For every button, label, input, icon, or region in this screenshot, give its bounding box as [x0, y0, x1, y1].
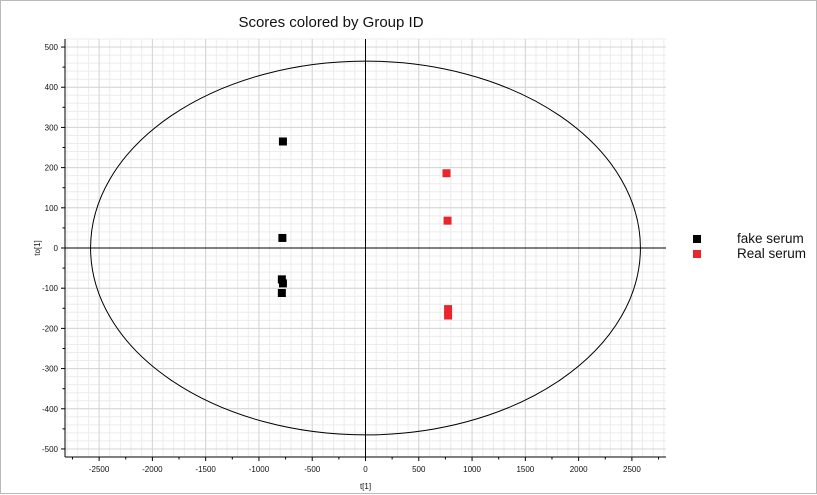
legend-label: fake serum	[737, 231, 804, 246]
data-point-fake-serum	[278, 233, 287, 242]
data-point-fake-serum	[277, 289, 286, 298]
data-point-fake-serum	[278, 279, 287, 288]
legend-marker	[693, 235, 701, 243]
y-tick-label: -400	[42, 405, 59, 414]
x-tick-label: 500	[412, 465, 426, 474]
x-tick-label: 2500	[623, 465, 641, 474]
x-tick-label: 2000	[570, 465, 588, 474]
x-tick-label: -1000	[249, 465, 270, 474]
y-tick-label: -100	[42, 284, 59, 293]
y-tick-label: 300	[45, 123, 59, 132]
y-tick-label: 200	[45, 164, 59, 173]
y-tick-label: -500	[42, 445, 59, 454]
x-tick-label: -2500	[89, 465, 110, 474]
y-tick-label: 500	[45, 43, 59, 52]
data-point-real-serum	[444, 305, 453, 314]
legend-label: Real serum	[737, 246, 806, 261]
y-tick-label: -300	[42, 365, 59, 374]
data-point-real-serum	[442, 169, 451, 178]
data-point-real-serum	[443, 216, 452, 225]
x-tick-label: -500	[304, 465, 321, 474]
data-point-fake-serum	[277, 275, 286, 284]
data-point-fake-serum	[278, 137, 287, 146]
y-tick-label: -200	[42, 324, 59, 333]
y-axis-label: to[1]	[33, 240, 42, 256]
x-tick-label: -2000	[142, 465, 163, 474]
y-tick-label: 100	[45, 204, 59, 213]
chart-title: Scores colored by Group ID	[238, 14, 423, 31]
x-axis-label: t[1]	[360, 482, 371, 491]
data-point-real-serum	[444, 311, 453, 320]
confidence-ellipse	[90, 60, 641, 436]
x-tick-label: 0	[363, 465, 368, 474]
x-tick-label: 1000	[463, 465, 481, 474]
x-tick-label: -1500	[195, 465, 216, 474]
y-tick-label: 400	[45, 83, 59, 92]
legend-marker	[693, 250, 701, 258]
y-tick-label: 0	[54, 244, 59, 253]
plot-area: -2500 -2000 -1500 -1000 -500 0 500 1000 1500 2000…	[33, 38, 666, 491]
x-tick-label: 1500	[516, 465, 534, 474]
